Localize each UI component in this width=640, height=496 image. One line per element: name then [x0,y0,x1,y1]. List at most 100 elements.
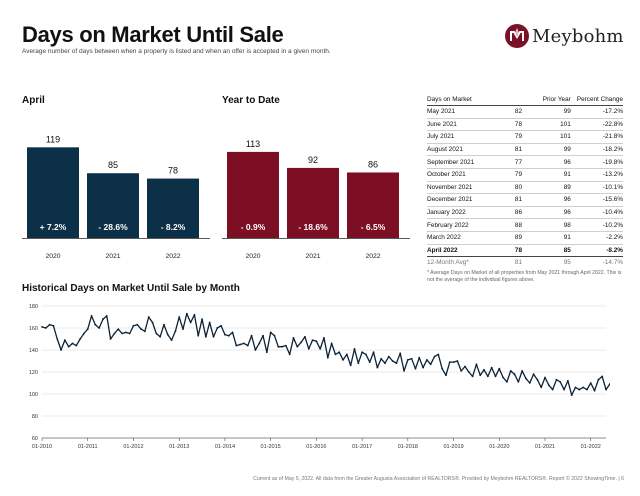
dom-point [250,334,253,337]
dom-point [311,339,314,341]
table-header-row: Days on Market Prior Year Percent Change [427,93,623,106]
dom-point [597,378,600,381]
dom-point [41,326,43,328]
ytd-category-label: 2021 [305,253,320,260]
dom-point [365,353,367,356]
dom-point [67,345,70,348]
dom-point [124,331,127,334]
dom-point [506,381,508,383]
x-tick-label: 01-2022 [581,444,601,450]
dom-point [204,335,207,338]
dom-point [265,351,268,354]
dom-point [582,386,585,389]
percent-change-cell: -17.2% [576,105,623,119]
dom-point [536,378,539,381]
x-tick-label: 01-2011 [78,444,98,450]
dom-point [284,344,287,347]
page-subtitle: Average number of days between when a pr… [22,48,331,55]
prior-year-cell: 91 [528,168,577,182]
dom-point [254,349,257,351]
dom-point [105,315,108,317]
prior-year-cell: 98 [528,218,577,232]
dom-point [193,313,196,316]
dom-point [593,389,596,392]
x-tick-label: 01-2010 [32,444,52,450]
dom-point [490,366,493,369]
dom-point [273,334,276,337]
dom-point [235,344,238,347]
ytd-change-label: - 18.6% [298,222,328,232]
dom-point [208,321,211,324]
ytd-bar-chart: 113 - 0.9% 2020 92 - 18.6% 2021 86 - 6.5% 2022 [222,112,416,273]
y-tick-label: 140 [29,348,38,354]
april-bar-2020 [27,147,79,238]
dom-point [98,327,101,329]
percent-change-cell: -21.8% [576,130,623,144]
page-footer: Current as of May 5, 2022. All data from… [253,476,624,482]
month-cell: May 2021 [427,105,498,119]
dom-point [258,342,261,345]
dom-point [163,323,165,326]
percent-change-cell: -13.2% [576,168,623,182]
ytd-category-label: 2020 [245,253,260,260]
dom-point [231,331,234,334]
dom-point [384,362,386,365]
dom-point [601,375,604,378]
ytd-chart-title: Year to Date [222,95,280,106]
col-header-value [497,93,529,106]
dom-point [380,357,383,360]
dom-point [71,342,74,345]
dom-point [540,386,543,389]
dom-point [277,345,280,348]
dom-point [589,382,592,384]
dom-point [437,353,440,356]
dom-point [178,316,181,318]
dom-point [269,331,272,334]
percent-change-cell: -2.2% [576,231,623,245]
month-cell: February 2022 [427,218,498,232]
april-bar-2021 [87,173,139,238]
dom-point [170,339,173,341]
dom-point [566,379,569,382]
dom-point [422,366,424,369]
table-row: January 2022 86 96 -10.4% [427,206,623,220]
dom-point [391,360,394,362]
value-cell: 78 [497,244,529,258]
prior-year-cell: 101 [528,130,577,144]
dom-point [159,335,162,338]
dom-point [216,327,219,329]
dom-point [544,376,546,379]
dom-point [296,345,299,348]
col-header-percent-change: Percent Change [576,93,623,106]
dom-point [517,381,520,383]
dom-point [399,352,402,355]
x-tick-label: 01-2015 [261,444,281,450]
dom-point [56,338,59,340]
value-cell: 81 [497,143,529,157]
days-on-market-table: Days on Market Prior Year Percent Change… [427,93,623,269]
dom-point [189,321,192,324]
col-header-month: Days on Market [427,93,498,106]
dom-point [132,324,135,327]
dom-point [479,374,482,377]
dom-point [467,371,470,373]
dom-point [441,367,444,370]
dom-point [220,324,223,327]
dom-point [345,353,348,356]
value-cell: 80 [497,181,529,195]
table-avg-row: 12-Month Avg* 81 95 -14.7% [427,257,623,269]
dom-point [334,353,337,356]
dom-point [475,363,478,366]
dom-point [166,333,169,336]
x-tick-label: 01-2017 [352,444,372,450]
dom-point [471,375,474,378]
april-value-label: 119 [46,134,60,144]
table-row: November 2021 80 89 -10.1% [427,181,623,195]
dom-point [75,344,78,347]
table-row: August 2021 81 99 -18.2% [427,143,623,157]
dom-point [281,345,283,348]
percent-change-cell: -10.4% [576,206,623,220]
dom-point [304,335,306,338]
ytd-value-label: 86 [368,159,378,169]
dom-point [262,334,264,337]
